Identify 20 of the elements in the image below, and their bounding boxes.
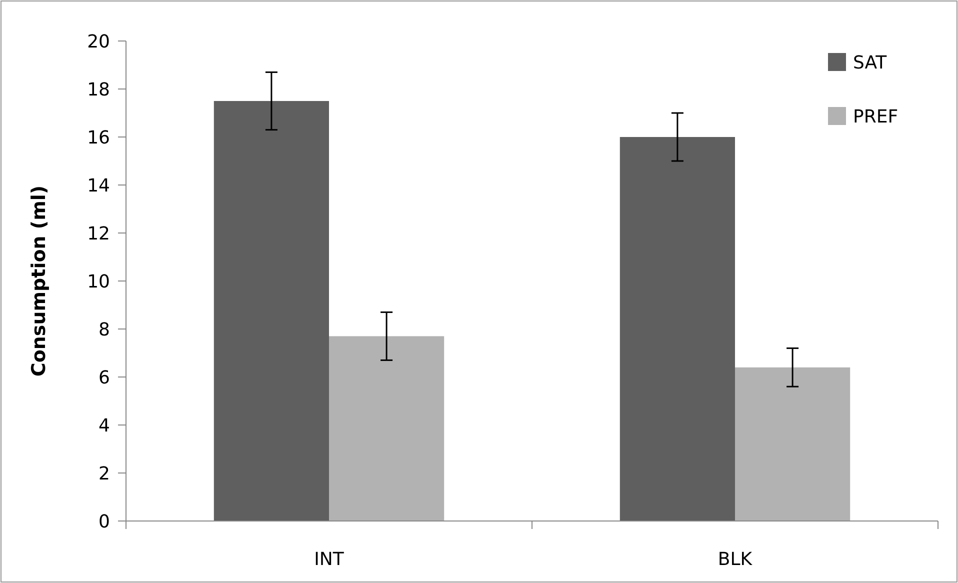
y-tick-label: 16 [87,127,110,148]
y-tick-label: 2 [98,463,110,484]
y-tick-label: 12 [87,223,110,244]
y-tick-label: 8 [98,319,110,340]
x-tick-label: BLK [718,549,754,570]
bar [214,101,329,521]
y-tick-label: 20 [87,31,110,52]
y-tick-label: 0 [98,511,110,532]
y-tick-label: 14 [87,175,110,196]
bar [735,367,850,521]
legend-label: PREF [853,106,898,128]
y-tick-label: 4 [98,415,110,436]
bar [620,137,735,521]
bar [329,336,444,521]
y-tick-label: 6 [98,367,110,388]
y-tick-label: 18 [87,79,110,100]
x-tick-label: INT [314,549,345,570]
legend-label: SAT [853,52,888,74]
y-tick-label: 10 [87,271,110,292]
y-axis-title: Consumption (ml) [28,185,50,377]
